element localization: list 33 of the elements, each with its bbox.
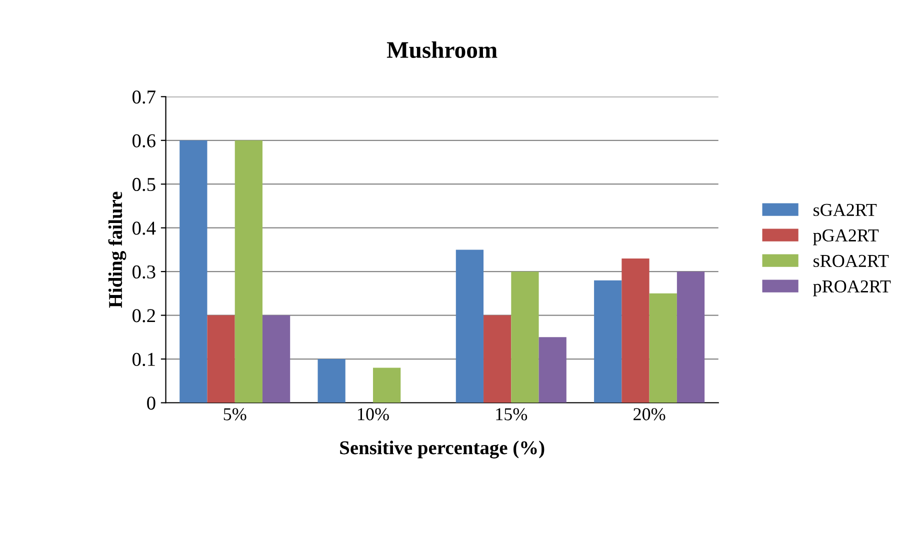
bar [456, 250, 484, 403]
legend-label: sROA2RT [814, 254, 889, 268]
bar [484, 315, 512, 403]
bar [511, 272, 539, 403]
y-axis-title: Hiding failure [108, 192, 126, 308]
chart-title: Mushroom [386, 41, 498, 58]
y-tick-label: 0.1 [132, 352, 155, 366]
legend-label: pROA2RT [813, 280, 891, 296]
bar [594, 280, 622, 403]
y-tick-label: 0.3 [132, 265, 156, 279]
legend-label: sGA2RT [814, 204, 877, 216]
bar [373, 368, 401, 403]
y-tick-label: 0.2 [132, 309, 155, 322]
x-tick-label: 15% [496, 408, 528, 420]
bar [262, 315, 290, 403]
y-tick-label: 0.4 [132, 222, 156, 235]
bar [318, 359, 346, 403]
bar [676, 272, 705, 403]
bar [622, 258, 650, 403]
y-tick-label: 0 [147, 396, 156, 410]
y-tick-label: 0.6 [132, 134, 156, 148]
x-axis-title: Sensitive percentage (%) [340, 440, 544, 458]
x-tick-label: 10% [358, 408, 389, 420]
x-tick-label: 20% [634, 408, 666, 420]
y-tick-label: 0.5 [132, 178, 156, 192]
bar [649, 293, 677, 403]
bar [234, 140, 262, 403]
legend-label: pGA2RT [813, 229, 879, 246]
bar [538, 337, 566, 403]
bar [207, 315, 235, 403]
y-tick-label: 0.7 [132, 90, 156, 104]
x-tick-label: 5% [224, 408, 246, 420]
bar [180, 140, 208, 403]
